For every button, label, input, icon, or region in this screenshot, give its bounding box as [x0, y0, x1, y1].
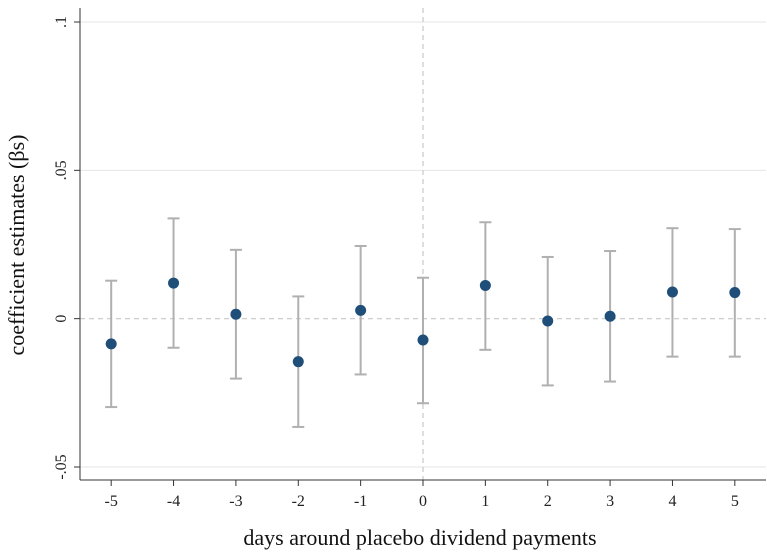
y-tick-label: .05	[53, 160, 70, 180]
x-tick-label: -5	[105, 493, 118, 510]
error-bars	[105, 217, 741, 428]
x-axis-title: days around placebo dividend payments	[243, 525, 596, 550]
x-tick-label: 3	[606, 493, 614, 510]
data-point	[230, 308, 242, 320]
x-tick-label: 1	[481, 493, 489, 510]
data-point	[292, 356, 304, 368]
y-axis-title: coefficient estimates (βs)	[4, 135, 29, 356]
data-point	[542, 315, 554, 327]
x-tick-label: -3	[229, 493, 242, 510]
x-tick-label: 4	[668, 493, 676, 510]
data-point	[417, 334, 429, 346]
data-point	[666, 286, 678, 298]
data-point	[479, 279, 491, 291]
y-tick-label: -.05	[53, 454, 70, 479]
data-point	[729, 287, 741, 299]
x-tick-label: 0	[419, 493, 427, 510]
x-tick-label: 2	[544, 493, 552, 510]
y-tick-label: .1	[53, 16, 70, 28]
data-point	[604, 310, 616, 322]
data-point	[355, 304, 367, 316]
axes	[74, 8, 766, 486]
data-point	[168, 277, 180, 289]
x-tick-label: -1	[354, 493, 367, 510]
data-points	[105, 277, 741, 368]
data-point	[105, 338, 117, 350]
x-tick-label: -2	[292, 493, 305, 510]
x-tick-label: 5	[731, 493, 739, 510]
y-tick-label: 0	[53, 315, 70, 323]
reference-lines	[80, 8, 766, 480]
x-tick-label: -4	[167, 493, 180, 510]
tick-labels: -.05 0 .05 .1 -5 -4 -3 -2 -1 0 1 2 3 4 5	[53, 16, 739, 510]
